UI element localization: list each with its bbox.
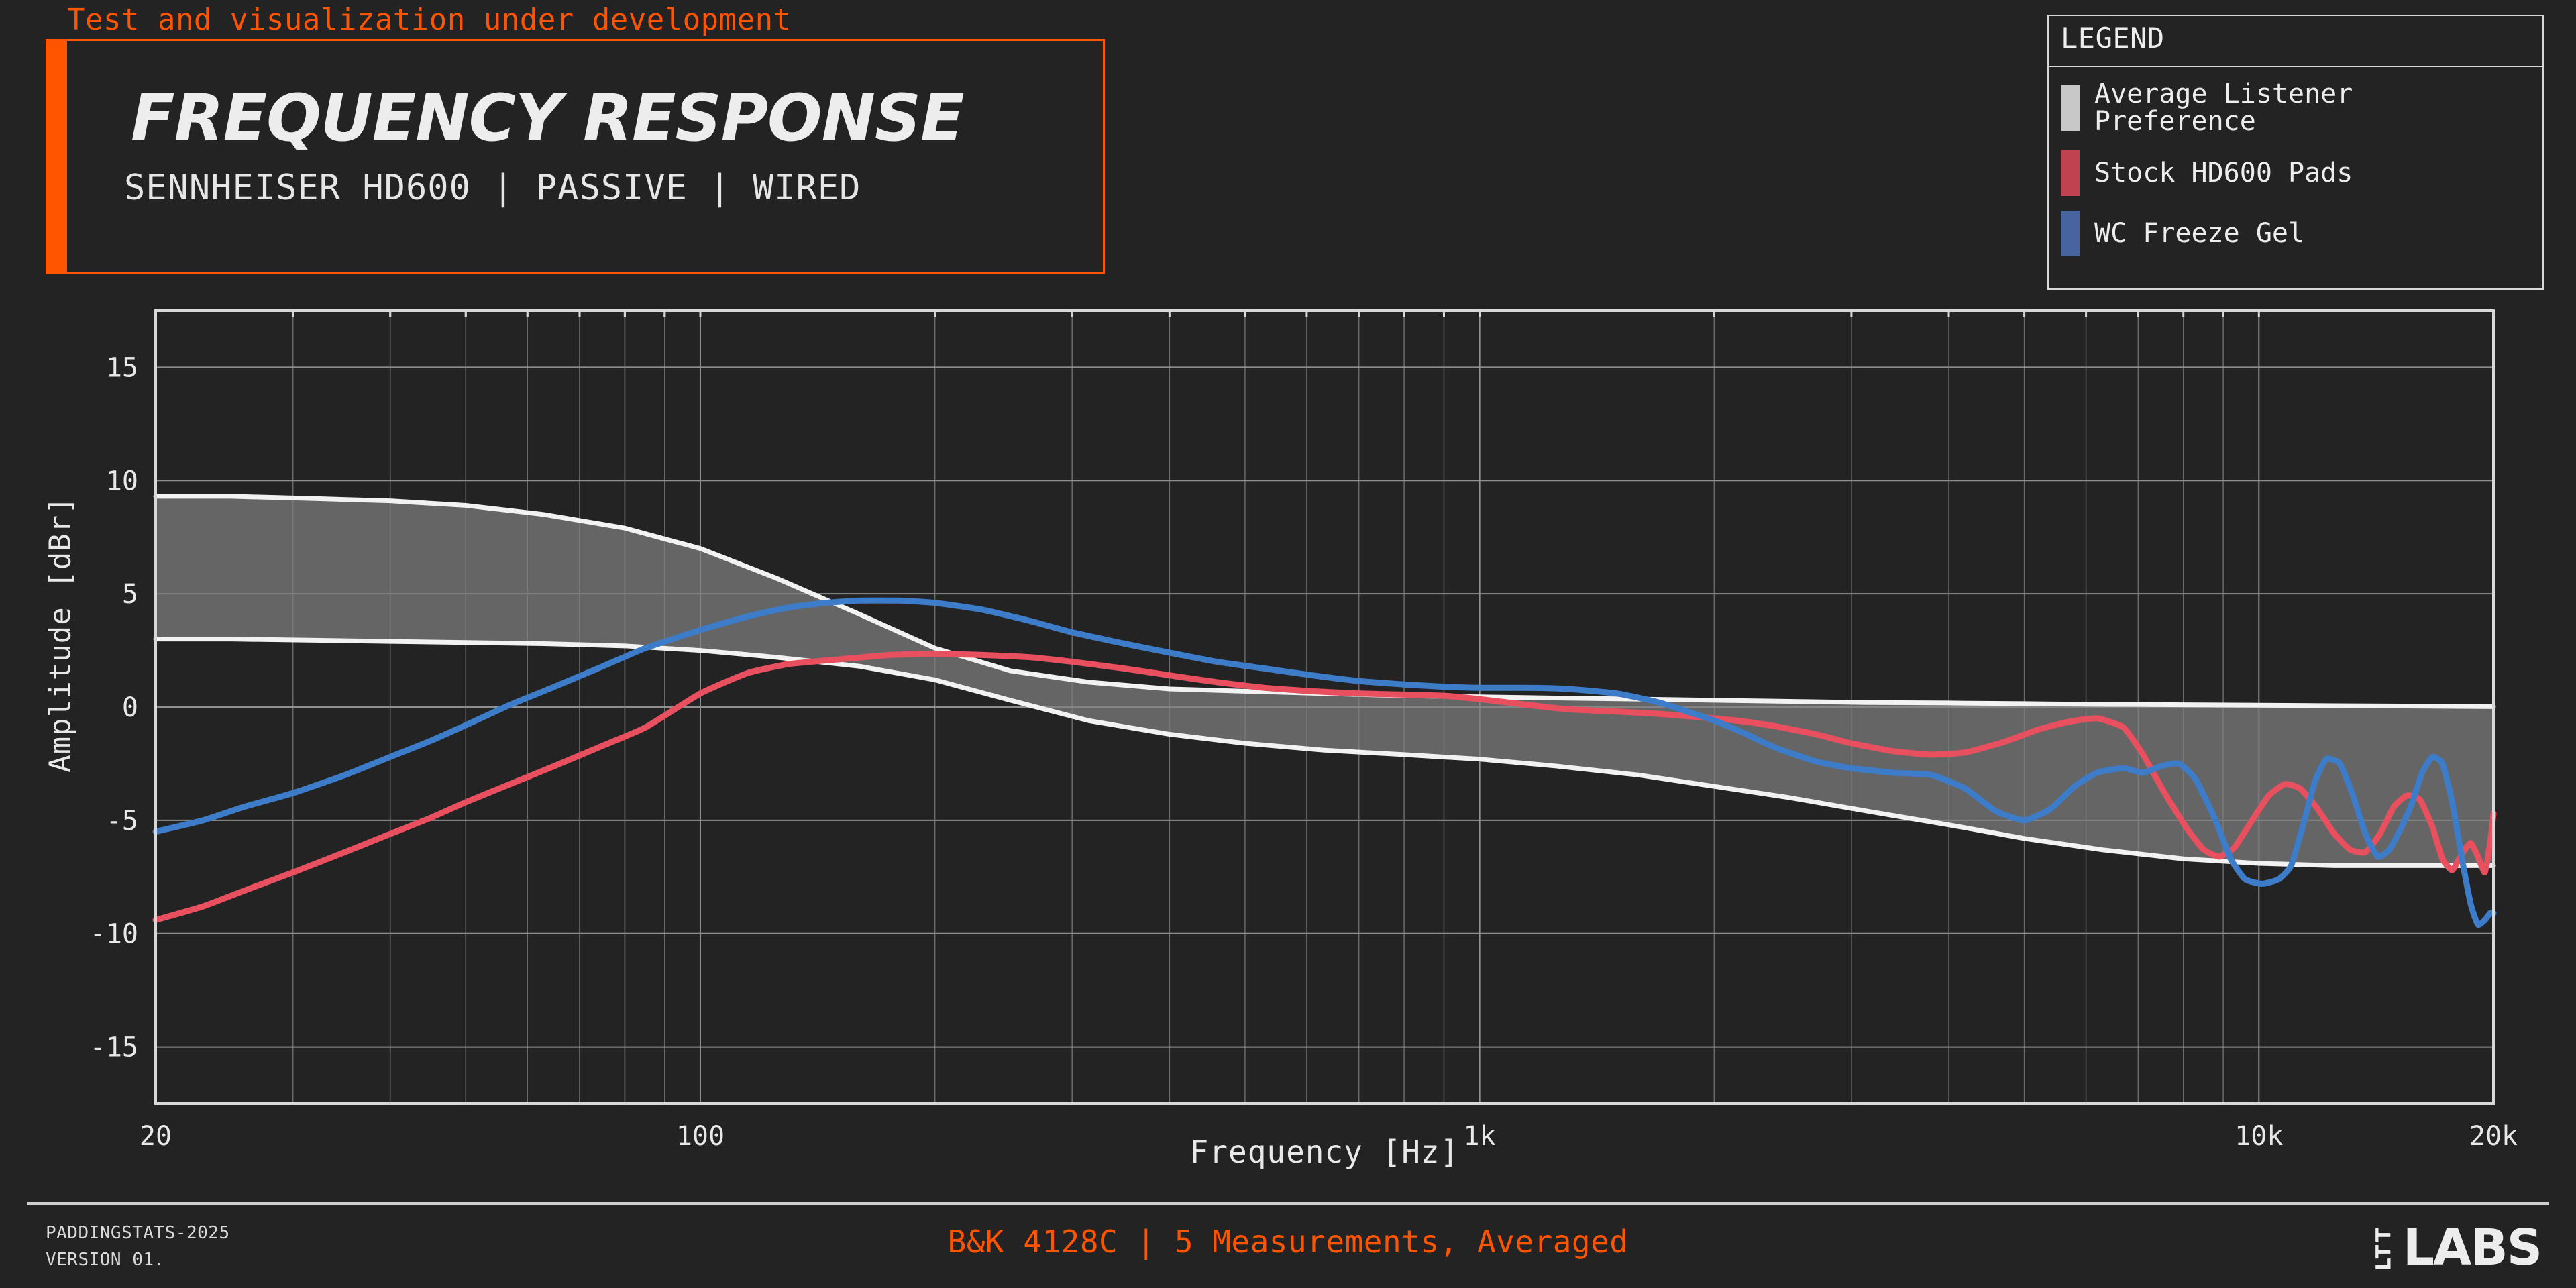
y-tick-label: 5 bbox=[122, 579, 138, 610]
y-tick-label: -15 bbox=[90, 1032, 138, 1063]
legend-item-freeze-gel[interactable]: WC Freeze Gel bbox=[2061, 211, 2304, 256]
y-tick-label: 0 bbox=[122, 692, 138, 723]
legend-swatch-preference bbox=[2061, 85, 2080, 131]
legend-divider bbox=[2049, 66, 2542, 67]
footer-meta: PADDINGSTATS-2025 VERSION 01. bbox=[46, 1220, 230, 1274]
legend-label-freeze-gel: WC Freeze Gel bbox=[2094, 217, 2305, 249]
x-tick-label: 20 bbox=[140, 1121, 172, 1152]
title-accent-bar bbox=[46, 39, 67, 274]
legend-label-preference: Average Listener Preference bbox=[2094, 78, 2353, 137]
legend-title: LEGEND bbox=[2061, 21, 2165, 54]
footer-divider bbox=[27, 1202, 2549, 1205]
legend-swatch-stock-pads bbox=[2061, 150, 2080, 196]
y-tick-label: -10 bbox=[90, 919, 138, 950]
y-axis-label: Amplitude [dBr] bbox=[43, 496, 78, 773]
legend-label-stock-pads: Stock HD600 Pads bbox=[2094, 157, 2353, 189]
x-tick-label: 100 bbox=[676, 1121, 724, 1152]
x-tick-label: 10k bbox=[2235, 1121, 2283, 1152]
footer-measurement-info: B&K 4128C | 5 Measurements, Averaged bbox=[947, 1224, 1629, 1260]
y-tick-label: 10 bbox=[106, 466, 138, 496]
legend-panel: LEGEND Average Listener Preference Stock… bbox=[2047, 15, 2544, 290]
dev-status-note: Test and visualization under development bbox=[67, 3, 792, 37]
y-tick-label: 15 bbox=[106, 352, 138, 383]
y-tick-label: -5 bbox=[106, 806, 138, 837]
page-title: FREQUENCY RESPONSE bbox=[131, 80, 965, 156]
logo-labs-text: LABS bbox=[2402, 1219, 2542, 1277]
title-frame bbox=[65, 39, 1105, 274]
x-tick-label: 1k bbox=[1464, 1121, 1496, 1152]
x-tick-label: 20k bbox=[2469, 1121, 2518, 1152]
logo-ltt-text: LTT bbox=[2372, 1225, 2396, 1271]
page-subtitle: SENNHEISER HD600 | PASSIVE | WIRED bbox=[124, 168, 861, 208]
footer-version: VERSION 01. bbox=[46, 1250, 165, 1271]
legend-swatch-freeze-gel bbox=[2061, 211, 2080, 256]
footer-project-id: PADDINGSTATS-2025 bbox=[46, 1223, 230, 1243]
legend-item-stock-pads[interactable]: Stock HD600 Pads bbox=[2061, 150, 2353, 196]
ltt-labs-logo: LTT LABS bbox=[2361, 1216, 2542, 1280]
legend-item-average-listener-preference[interactable]: Average Listener Preference bbox=[2061, 80, 2353, 136]
x-axis-label: Frequency [Hz] bbox=[1189, 1134, 1460, 1170]
